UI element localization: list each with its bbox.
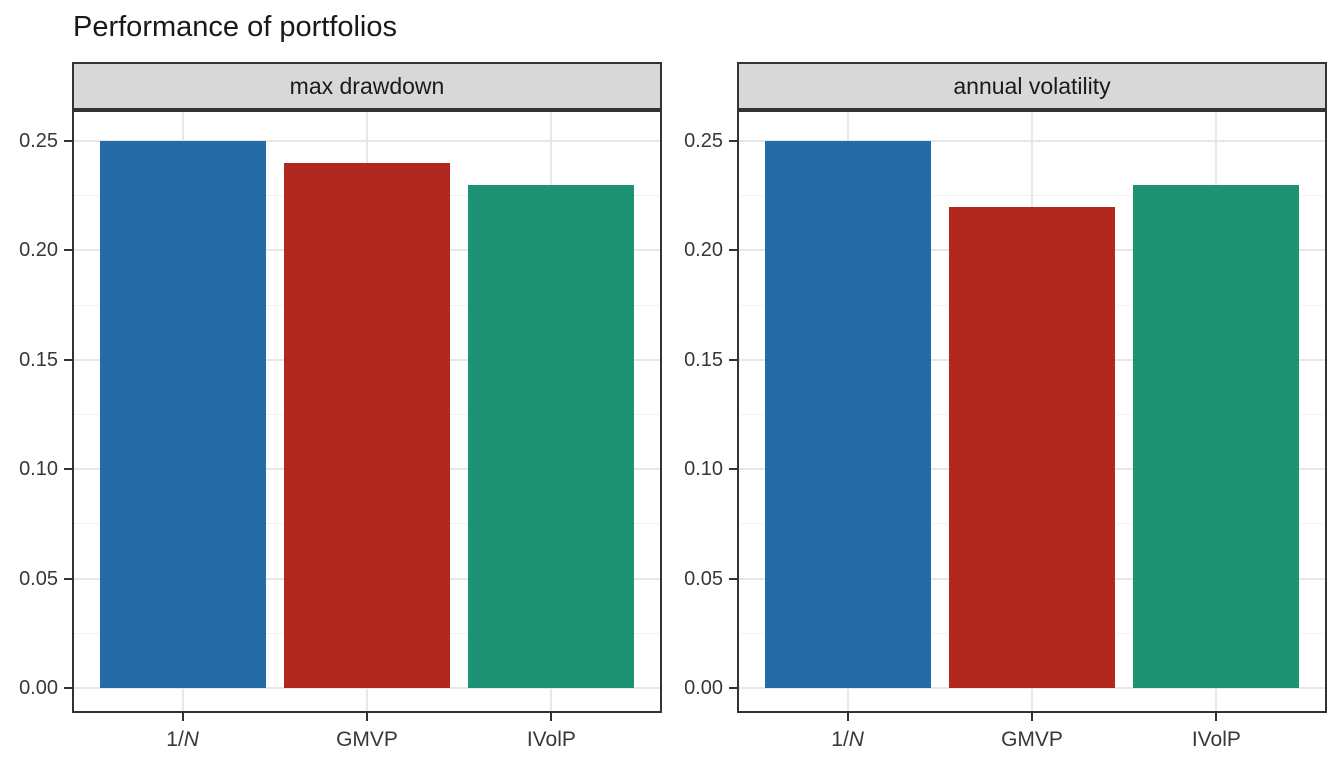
y-axis-label: 0.15 xyxy=(684,348,723,371)
y-axis-tick xyxy=(64,249,72,252)
bar-1n xyxy=(99,141,266,688)
y-axis-tick xyxy=(729,358,737,361)
y-axis-tick xyxy=(729,577,737,580)
y-axis-label: 0.25 xyxy=(19,130,58,152)
y-axis-label: 0.10 xyxy=(684,458,723,481)
bar-ivolp xyxy=(468,184,635,688)
facet-strip: max drawdown xyxy=(72,62,662,110)
y-axis-tick xyxy=(64,140,72,142)
y-axis-tick xyxy=(64,577,72,580)
y-axis-tick xyxy=(64,358,72,361)
x-axis-tick xyxy=(181,713,184,721)
x-axis-label: IVolP xyxy=(526,728,576,751)
y-axis-label: 0.05 xyxy=(684,567,723,590)
facet-strip-label: max drawdown xyxy=(289,72,445,99)
y-axis-label: 0.00 xyxy=(684,677,723,699)
facet-panel xyxy=(72,110,662,713)
x-axis-label: GMVP xyxy=(1001,728,1063,751)
y-axis-tick xyxy=(729,468,737,471)
y-axis-label: 0.05 xyxy=(19,567,58,590)
x-axis-label: 1/N xyxy=(166,728,199,751)
bar-1n xyxy=(764,141,931,688)
bar-gmvp xyxy=(284,162,450,688)
y-axis-tick xyxy=(729,687,737,689)
y-axis-label: 0.20 xyxy=(684,239,723,262)
y-axis-tick xyxy=(64,468,72,471)
plot-title: Performance of portfolios xyxy=(73,11,397,43)
bar-ivolp xyxy=(1133,184,1300,688)
x-axis-tick xyxy=(1031,713,1033,721)
x-axis-tick xyxy=(1215,713,1218,721)
x-axis-label: IVolP xyxy=(1191,728,1241,751)
y-axis-tick xyxy=(729,140,737,142)
y-axis-tick xyxy=(729,249,737,252)
y-axis-tick xyxy=(64,687,72,689)
x-axis-label: 1/N xyxy=(831,728,864,751)
bar-gmvp xyxy=(949,206,1115,688)
y-axis-label: 0.15 xyxy=(19,348,58,371)
facet-strip-label: annual volatility xyxy=(953,72,1111,99)
y-axis-label: 0.20 xyxy=(19,239,58,262)
facet-strip: annual volatility xyxy=(737,62,1327,110)
y-axis-label: 0.25 xyxy=(684,130,723,152)
x-axis-tick xyxy=(846,713,849,721)
y-axis-label: 0.00 xyxy=(19,677,58,699)
x-axis-label: GMVP xyxy=(336,728,398,751)
facet-panel xyxy=(737,110,1327,713)
x-axis-tick xyxy=(550,713,553,721)
x-axis-tick xyxy=(366,713,368,721)
y-axis-label: 0.10 xyxy=(19,458,58,481)
